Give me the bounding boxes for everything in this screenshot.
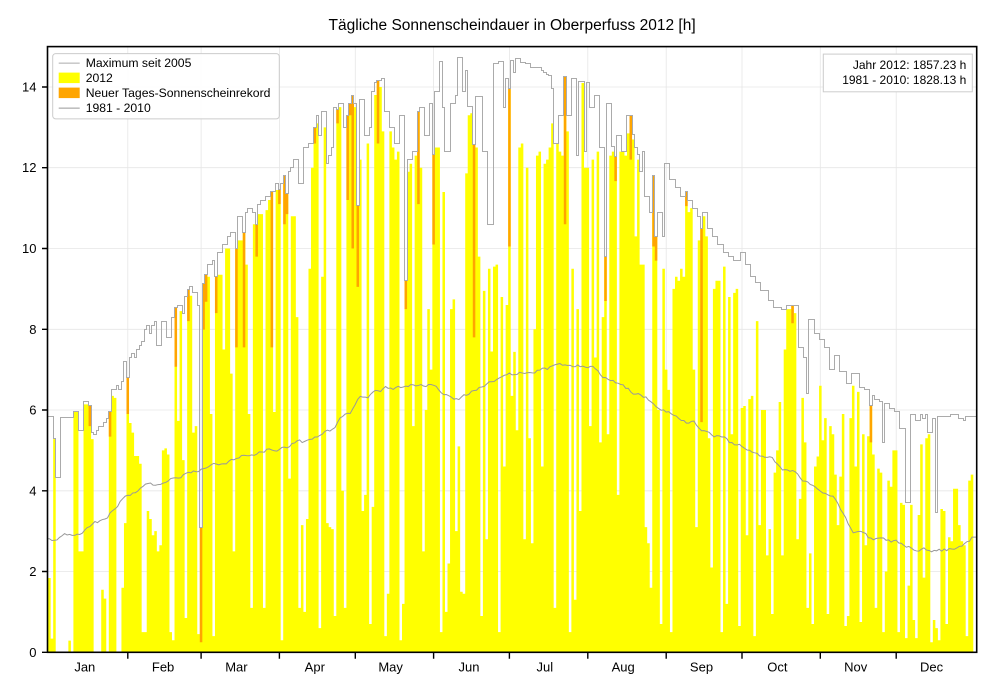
- svg-text:2012: 2012: [86, 71, 113, 85]
- svg-text:12: 12: [22, 160, 36, 175]
- svg-text:0: 0: [29, 645, 36, 660]
- svg-text:4: 4: [29, 483, 36, 498]
- svg-text:Dec: Dec: [920, 659, 944, 674]
- svg-text:Aug: Aug: [612, 659, 635, 674]
- svg-text:Neuer Tages-Sonnenscheinrekord: Neuer Tages-Sonnenscheinrekord: [86, 86, 271, 100]
- svg-text:1981 - 2010: 1981 - 2010: [86, 101, 151, 115]
- svg-text:Maximum seit 2005: Maximum seit 2005: [86, 56, 192, 70]
- svg-text:Tägliche Sonnenscheindauer in: Tägliche Sonnenscheindauer in Oberperfus…: [329, 17, 696, 34]
- svg-text:Oct: Oct: [767, 659, 788, 674]
- svg-text:10: 10: [22, 241, 36, 256]
- svg-text:6: 6: [29, 403, 36, 418]
- svg-text:Jun: Jun: [459, 659, 480, 674]
- svg-text:Mar: Mar: [225, 659, 248, 674]
- svg-text:Apr: Apr: [305, 659, 326, 674]
- svg-text:Jan: Jan: [74, 659, 95, 674]
- svg-text:Jul: Jul: [536, 659, 553, 674]
- svg-text:Nov: Nov: [844, 659, 868, 674]
- svg-text:2: 2: [29, 564, 36, 579]
- svg-text:8: 8: [29, 322, 36, 337]
- svg-text:1981 - 2010: 1828.13 h: 1981 - 2010: 1828.13 h: [842, 73, 966, 87]
- svg-text:Sep: Sep: [690, 659, 713, 674]
- svg-text:May: May: [378, 659, 403, 674]
- svg-text:Jahr 2012: 1857.23 h: Jahr 2012: 1857.23 h: [853, 58, 966, 72]
- svg-text:14: 14: [22, 80, 36, 95]
- svg-text:Feb: Feb: [152, 659, 174, 674]
